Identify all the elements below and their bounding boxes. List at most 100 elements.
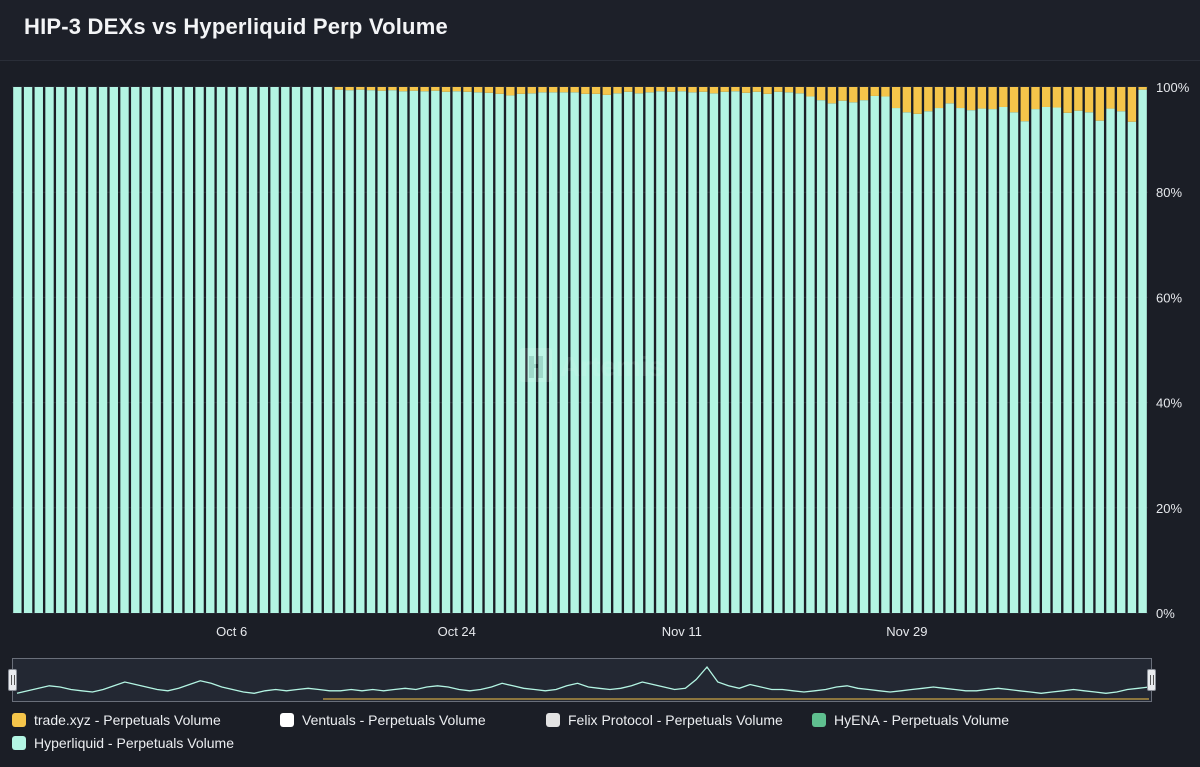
bar-hyperliquid — [1106, 108, 1115, 613]
bar-trade-xyz — [559, 87, 569, 93]
stacked-bar-chart: 0% 20% 40% 60% 80% 100% Oct 6 Oct 24 Nov 11 Nov 2… — [12, 80, 1190, 639]
legend-label: HyENA - Perpetuals Volume — [834, 712, 1010, 728]
range-navigator[interactable] — [8, 658, 1156, 702]
bar-trade-xyz — [1031, 87, 1040, 110]
bar-hyperliquid — [720, 91, 729, 613]
bar-trade-xyz — [881, 87, 890, 97]
bar-trade-xyz — [806, 87, 815, 97]
legend-item-hyena[interactable]: HyENA - Perpetuals Volume — [812, 710, 1009, 730]
bar-hyperliquid — [591, 93, 601, 613]
legend-item-felix-protocol[interactable]: Felix Protocol - Perpetuals Volume — [546, 710, 783, 730]
bar-trade-xyz — [774, 87, 783, 92]
bar-trade-xyz — [677, 87, 686, 92]
bar-trade-xyz — [549, 87, 558, 93]
bar-hyperliquid — [656, 91, 665, 613]
bar-hyperliquid — [581, 93, 590, 613]
bar-hyperliquid — [999, 106, 1008, 613]
bar-hyperliquid — [227, 87, 236, 613]
bar-hyperliquid — [699, 91, 708, 613]
bar-hyperliquid — [313, 87, 322, 613]
legend-item-ventuals[interactable]: Ventuals - Perpetuals Volume — [280, 710, 486, 730]
bar-hyperliquid — [988, 109, 997, 613]
bar-trade-xyz — [581, 87, 590, 94]
bar-trade-xyz — [452, 87, 461, 92]
legend-label: Ventuals - Perpetuals Volume — [302, 712, 486, 728]
bar-hyperliquid — [1031, 109, 1040, 613]
bar-hyperliquid — [763, 93, 772, 613]
bar-trade-xyz — [870, 87, 879, 96]
bar-hyperliquid — [516, 93, 526, 613]
bar-hyperliquid — [870, 95, 879, 613]
bar-hyperliquid — [891, 108, 901, 613]
bar-hyperliquid — [1074, 110, 1083, 614]
bar-trade-xyz — [795, 87, 804, 94]
bar-trade-xyz — [838, 87, 847, 101]
bar-trade-xyz — [699, 87, 708, 92]
bar-hyperliquid — [934, 108, 944, 613]
bar-trade-xyz — [741, 87, 751, 93]
bar-trade-xyz — [1052, 87, 1062, 108]
bar-hyperliquid — [688, 92, 697, 613]
chart-legend: trade.xyz - Perpetuals Volume Ventuals -… — [12, 710, 1192, 762]
bar-hyperliquid — [120, 87, 129, 613]
bar-trade-xyz — [816, 87, 826, 101]
bar-trade-xyz — [495, 87, 504, 94]
bar-trade-xyz — [602, 87, 611, 95]
bar-hyperliquid — [666, 91, 676, 613]
legend-item-hyperliquid[interactable]: Hyperliquid - Perpetuals Volume — [12, 733, 234, 753]
bar-hyperliquid — [452, 91, 461, 613]
bar-trade-xyz — [1084, 87, 1094, 113]
y-tick-label: 80% — [1156, 185, 1182, 200]
bar-trade-xyz — [366, 87, 376, 91]
y-tick-label: 60% — [1156, 290, 1182, 305]
bar-hyperliquid — [613, 93, 622, 613]
bar-hyperliquid — [1084, 112, 1094, 614]
bar-hyperliquid — [924, 111, 933, 614]
bar-trade-xyz — [1063, 87, 1072, 113]
bar-hyperliquid — [34, 87, 43, 613]
bar-hyperliquid — [956, 108, 965, 613]
bar-trade-xyz — [645, 87, 654, 93]
bar-hyperliquid — [463, 91, 472, 613]
bar-hyperliquid — [216, 87, 226, 613]
bar-trade-xyz — [1117, 87, 1126, 112]
bar-trade-xyz — [516, 87, 526, 94]
bar-trade-xyz — [474, 87, 483, 93]
bar-trade-xyz — [409, 87, 419, 91]
bar-hyperliquid — [195, 87, 204, 613]
bar-hyperliquid — [774, 91, 783, 613]
bar-trade-xyz — [827, 87, 837, 104]
bar-hyperliquid — [409, 90, 419, 613]
bar-trade-xyz — [1009, 87, 1019, 113]
bar-hyperliquid — [484, 92, 494, 613]
bar-hyperliquid — [238, 87, 247, 613]
bar-hyperliquid — [163, 87, 172, 613]
bar-trade-xyz — [1042, 87, 1051, 107]
bar-hyperliquid — [173, 87, 183, 613]
navigator-right-handle[interactable] — [1147, 669, 1156, 691]
bar-hyperliquid — [1138, 89, 1147, 613]
bar-hyperliquid — [1063, 112, 1072, 614]
bar-hyperliquid — [206, 87, 215, 613]
navigator-left-handle[interactable] — [8, 669, 17, 691]
bar-hyperliquid — [977, 108, 987, 613]
bar-trade-xyz — [988, 87, 997, 110]
bar-trade-xyz — [666, 87, 676, 92]
bar-hyperliquid — [474, 92, 483, 613]
x-tick-label: Nov 29 — [886, 624, 927, 639]
bar-trade-xyz — [634, 87, 644, 94]
legend-swatch-hyena — [812, 713, 826, 727]
bar-trade-xyz — [591, 87, 601, 94]
bar-hyperliquid — [184, 87, 194, 613]
bar-hyperliquid — [1095, 120, 1104, 613]
bar-hyperliquid — [527, 93, 536, 613]
bar-hyperliquid — [752, 91, 762, 613]
y-tick-label: 100% — [1156, 80, 1190, 95]
bar-trade-xyz — [420, 87, 429, 92]
bar-trade-xyz — [999, 87, 1008, 107]
bar-trade-xyz — [934, 87, 944, 109]
bar-trade-xyz — [1074, 87, 1083, 111]
legend-item-trade-xyz[interactable]: trade.xyz - Perpetuals Volume — [12, 710, 221, 730]
bar-trade-xyz — [956, 87, 965, 109]
bar-hyperliquid — [152, 87, 161, 613]
